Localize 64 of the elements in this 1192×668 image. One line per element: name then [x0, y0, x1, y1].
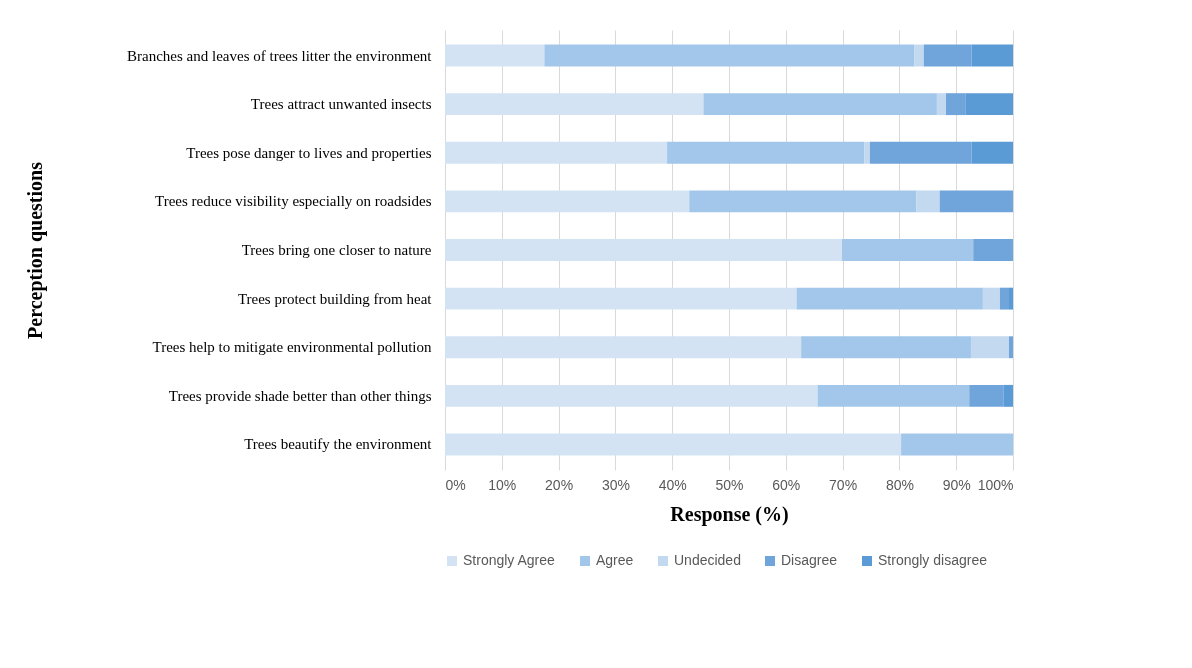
bar	[973, 239, 1013, 261]
bar	[445, 239, 843, 261]
bar	[945, 93, 966, 116]
bar	[1003, 384, 1013, 407]
bar	[970, 336, 1010, 359]
bar	[969, 384, 1004, 407]
x-axis-title: Response (%)	[670, 502, 789, 526]
x-tick-label: 0%	[445, 476, 466, 493]
bar	[445, 190, 690, 213]
x-tick-label: 30%	[601, 476, 630, 493]
bar	[914, 44, 924, 67]
bar	[445, 93, 704, 116]
bar	[544, 44, 915, 67]
legend-label: Disagree	[781, 552, 838, 568]
bar	[817, 384, 970, 407]
bar	[445, 433, 902, 456]
bar	[801, 336, 971, 359]
bar	[689, 190, 917, 213]
y-tick-label: Trees bring one closer to nature	[241, 242, 432, 258]
bar	[939, 190, 1013, 213]
x-tick-label: 10%	[488, 476, 517, 493]
bar	[923, 44, 972, 67]
y-axis-title: Perception questions	[23, 161, 47, 339]
x-tick-label: 100%	[977, 476, 1014, 493]
x-tick-label: 70%	[829, 476, 858, 493]
x-tick-label: 40%	[658, 476, 687, 493]
y-tick-label: Trees beautify the environment	[244, 436, 433, 453]
bar	[971, 141, 1013, 164]
bar	[965, 93, 1013, 116]
legend-label: Undecided	[674, 552, 741, 568]
bar	[916, 190, 940, 213]
y-tick-label: Trees pose danger to lives and properties	[186, 144, 432, 161]
bar	[842, 239, 974, 261]
bar	[445, 287, 797, 310]
legend-label: Strongly Agree	[463, 552, 556, 568]
y-tick-label: Trees reduce visibility especially on roadsides	[155, 193, 432, 210]
x-tick-label: 80%	[885, 476, 914, 493]
x-tick-label: 90%	[942, 476, 971, 493]
y-tick-label: Trees protect building from heat	[237, 290, 433, 307]
y-tick-label: Branches and leaves of trees litter the environment	[127, 47, 433, 64]
bar	[667, 141, 865, 164]
bar	[971, 44, 1013, 67]
bar	[1009, 336, 1013, 359]
bar	[796, 287, 983, 310]
bar	[445, 384, 818, 407]
x-tick-label: 50%	[715, 476, 744, 493]
bar	[901, 433, 1013, 456]
y-tick-label: Trees help to mitigate environmental pollution	[152, 339, 432, 356]
bar	[869, 141, 972, 164]
y-tick-label: Trees provide shade better than other things	[168, 387, 432, 404]
x-tick-label: 60%	[772, 476, 801, 493]
bar	[703, 93, 937, 116]
bar	[936, 93, 946, 116]
y-tick-label: Trees attract unwanted insects	[250, 96, 432, 113]
bar	[445, 336, 802, 359]
bar	[1009, 287, 1013, 310]
bar	[445, 141, 668, 164]
bar	[999, 287, 1010, 310]
legend-label: Agree	[596, 552, 634, 568]
bar	[982, 287, 1000, 310]
x-tick-label: 20%	[545, 476, 574, 493]
bar	[445, 44, 545, 67]
legend-label: Strongly disagree	[878, 552, 988, 568]
bar	[864, 141, 870, 164]
